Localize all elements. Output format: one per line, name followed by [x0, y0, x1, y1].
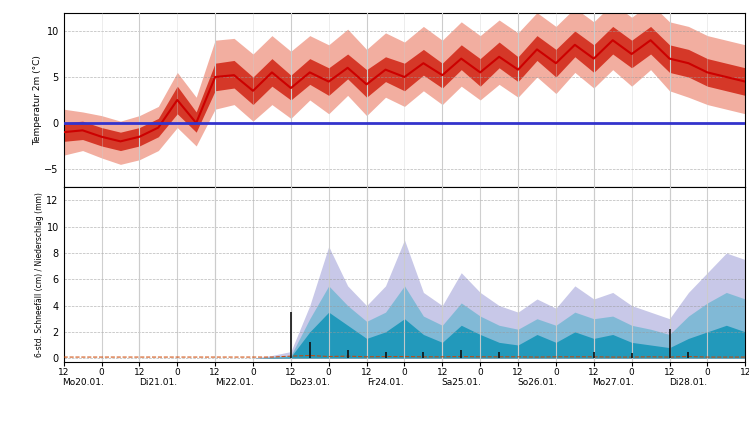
Text: Di28.01.: Di28.01.	[670, 378, 708, 387]
Text: So26.01.: So26.01.	[517, 378, 557, 387]
Text: Mo27.01.: Mo27.01.	[592, 378, 634, 387]
Y-axis label: 6-std. Schneefäll (cm) / Niederschlag (mm): 6-std. Schneefäll (cm) / Niederschlag (m…	[34, 192, 43, 357]
Text: Di21.01.: Di21.01.	[139, 378, 178, 387]
Y-axis label: Temperatur 2m (°C): Temperatur 2m (°C)	[33, 55, 42, 145]
Text: Sa25.01.: Sa25.01.	[441, 378, 481, 387]
Text: Do23.01.: Do23.01.	[289, 378, 330, 387]
Text: Fr24.01.: Fr24.01.	[367, 378, 404, 387]
Text: Mo20.01.: Mo20.01.	[61, 378, 103, 387]
Text: Mi22.01.: Mi22.01.	[215, 378, 253, 387]
